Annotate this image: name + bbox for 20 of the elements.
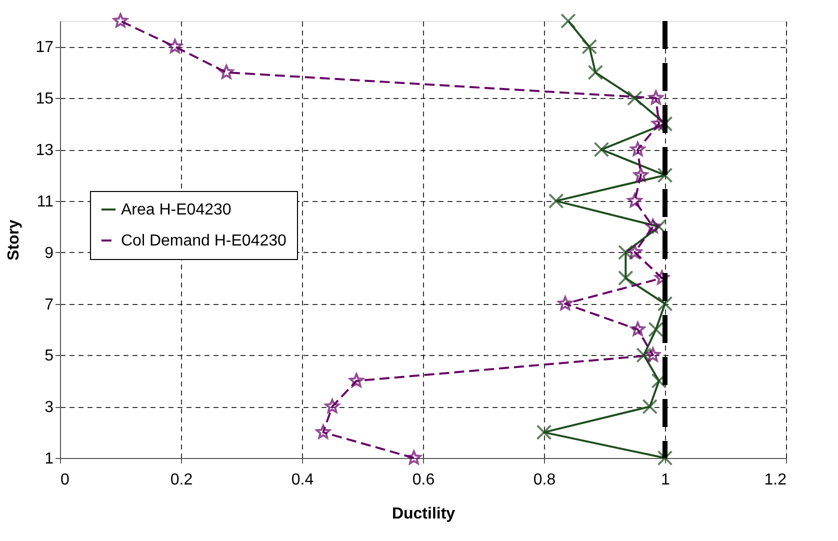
x-tick-label: 0.4 — [291, 472, 314, 488]
y-tick-label: 7 — [44, 296, 54, 314]
y-tick-label: 15 — [36, 90, 54, 108]
y-tick-label: 17 — [36, 39, 54, 56]
y-axis-title: Story — [6, 219, 23, 260]
legend-label: Area H-E04230 — [121, 202, 232, 218]
x-tick-label: 0.6 — [412, 472, 435, 488]
y-tick-label: 5 — [44, 348, 54, 365]
x-axis-title: Ductility — [392, 506, 456, 522]
x-tick-label: 0.2 — [170, 472, 193, 488]
y-tick-label: 3 — [44, 399, 54, 416]
x-tick-label: 1.2 — [764, 472, 787, 488]
y-tick-label: 1 — [44, 450, 54, 468]
legend-label: Col Demand H-E04230 — [121, 232, 287, 250]
y-tick-label: 13 — [36, 142, 54, 160]
y-tick-label: 11 — [36, 193, 54, 210]
x-tick-label: 1 — [661, 472, 670, 488]
y-tick-label: 9 — [44, 244, 54, 262]
x-tick-label: 0 — [60, 472, 70, 488]
x-tick-label: 0.8 — [533, 472, 556, 488]
